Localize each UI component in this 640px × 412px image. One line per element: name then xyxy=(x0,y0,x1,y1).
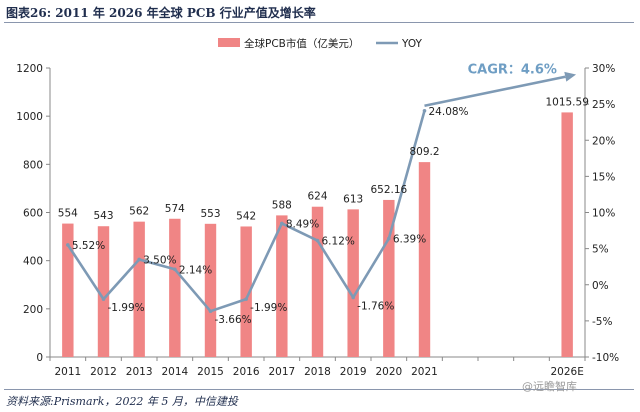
bar xyxy=(383,199,395,357)
yoy-value-label: -1.76% xyxy=(357,300,394,312)
bar-value-label: 1015.59 xyxy=(545,96,588,108)
left-tick-label: 0 xyxy=(36,352,43,364)
bar xyxy=(133,221,145,357)
bar xyxy=(276,215,288,357)
yoy-value-label: -1.99% xyxy=(250,302,287,314)
yoy-value-label: 8.49% xyxy=(286,218,319,230)
bar xyxy=(418,162,431,357)
bar xyxy=(62,223,74,357)
bar xyxy=(204,223,217,357)
bar-value-label: 542 xyxy=(236,210,256,222)
bar-value-label: 554 xyxy=(58,208,78,220)
yoy-value-label: -3.66% xyxy=(215,314,252,326)
title-rule xyxy=(4,22,634,23)
yoy-point xyxy=(244,297,248,301)
cagr-arrow-head xyxy=(564,71,577,82)
yoy-value-label: 24.08% xyxy=(429,106,469,118)
bottom-rule xyxy=(4,389,634,390)
right-tick-label: 20% xyxy=(592,135,615,147)
yoy-point xyxy=(101,297,106,301)
yoy-point xyxy=(387,236,391,241)
bar-value-label: 588 xyxy=(272,199,292,211)
yoy-point xyxy=(422,108,427,113)
figure-title: 图表26: 2011 年 2026 年全球 PCB 行业产值及增长率 xyxy=(6,6,316,20)
bar-value-label: 624 xyxy=(307,191,327,203)
yoy-value-label: 6.39% xyxy=(393,234,426,246)
legend: 全球PCB市值（亿美元） YOY xyxy=(218,37,423,50)
bar xyxy=(97,226,110,357)
bar xyxy=(240,226,252,357)
x-tick-label: 2018 xyxy=(304,366,331,378)
yoy-value-label: 5.52% xyxy=(72,240,105,252)
yoy-value-label: 6.12% xyxy=(322,236,355,248)
yoy-point xyxy=(66,243,70,247)
legend-line-label: YOY xyxy=(401,38,423,50)
yoy-point xyxy=(280,221,284,226)
left-tick-label: 1000 xyxy=(16,111,43,123)
x-tick-label: 2019 xyxy=(340,366,367,378)
x-tick-label: 2012 xyxy=(90,366,117,378)
bar-value-label: 553 xyxy=(200,208,220,220)
right-tick-label: -10% xyxy=(592,352,619,364)
source-note: 资料来源:Prismark，2022 年 5 月，中信建投 xyxy=(6,395,238,408)
x-tick-label: 2014 xyxy=(161,366,188,378)
bar-value-label: 543 xyxy=(93,210,113,222)
yoy-point xyxy=(173,267,177,272)
x-tick-label: 2017 xyxy=(268,366,295,378)
left-tick-label: 800 xyxy=(23,159,43,171)
right-tick-label: -5% xyxy=(592,316,612,328)
left-tick-label: 200 xyxy=(23,304,43,316)
cagr-arrow-shaft xyxy=(424,75,566,108)
bar xyxy=(311,206,324,357)
bar xyxy=(169,218,181,357)
yoy-point xyxy=(137,257,141,262)
yoy-series xyxy=(66,108,427,313)
data-labels: 554 543 562 574 553 542 588 624 613 652.16 809.2 10… xyxy=(58,96,589,326)
x-tick-label: 2026E xyxy=(550,366,583,378)
x-tick-label: 2016 xyxy=(233,366,260,378)
bar-series xyxy=(62,112,573,357)
yoy-point xyxy=(351,295,355,300)
right-tick-label: 15% xyxy=(592,171,615,183)
yoy-point xyxy=(315,238,320,243)
yoy-value-label: 2.14% xyxy=(179,264,212,276)
left-tick-label: 1200 xyxy=(16,63,43,75)
yoy-value-label: 3.50% xyxy=(143,254,176,266)
x-tick-label: 2013 xyxy=(126,366,153,378)
x-tick-label: 2021 xyxy=(411,366,438,378)
bar xyxy=(561,112,573,357)
right-tick-label: 10% xyxy=(592,208,615,220)
bar-value-label: 809.2 xyxy=(409,146,439,158)
yoy-value-label: -1.99% xyxy=(108,302,145,314)
legend-bar-swatch xyxy=(218,38,240,47)
left-tick-label: 600 xyxy=(23,208,43,220)
bar-value-label: 613 xyxy=(343,193,363,205)
cagr-label: CAGR：4.6% xyxy=(468,63,557,78)
left-tick-label: 400 xyxy=(23,256,43,268)
bar-value-label: 574 xyxy=(165,203,185,215)
bar xyxy=(347,209,359,357)
watermark: @远瞻智库 xyxy=(522,380,577,393)
x-tick-label: 2011 xyxy=(54,366,81,378)
yoy-point xyxy=(208,309,213,313)
right-tick-label: 0% xyxy=(592,280,609,292)
right-tick-label: 5% xyxy=(592,244,609,256)
x-tick-label: 2020 xyxy=(375,366,402,378)
cagr-annotation: CAGR：4.6% xyxy=(424,63,577,108)
right-tick-label: 30% xyxy=(592,63,615,75)
bar-value-label: 562 xyxy=(129,206,149,218)
right-tick-label: 25% xyxy=(592,99,615,111)
bar-value-label: 652.16 xyxy=(370,184,407,196)
x-tick-label: 2015 xyxy=(197,366,224,378)
legend-bar-label: 全球PCB市值（亿美元） xyxy=(244,37,359,50)
